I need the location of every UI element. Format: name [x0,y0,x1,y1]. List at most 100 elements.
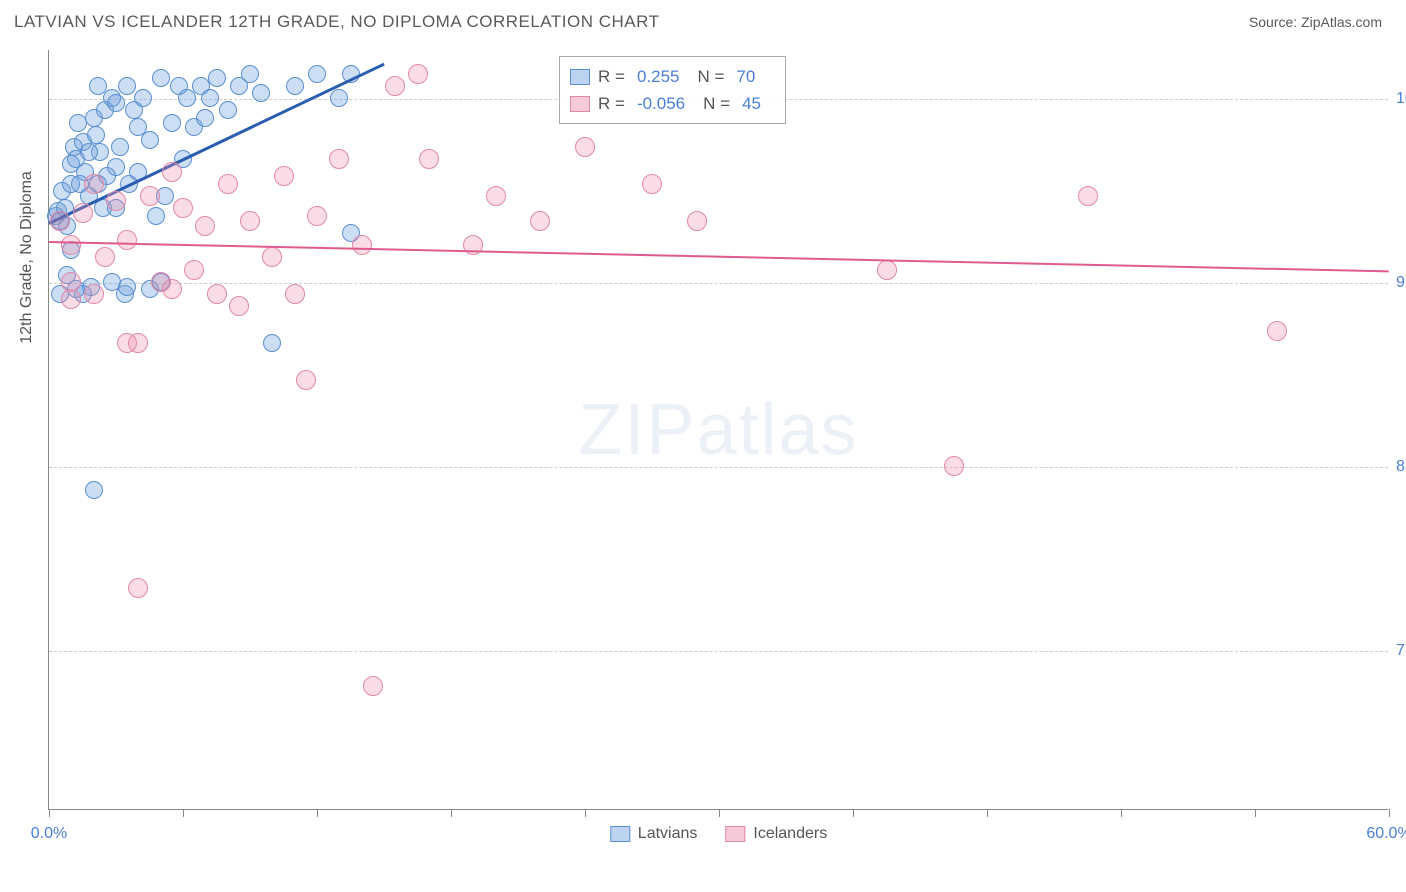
data-point [307,206,327,226]
grid-line [49,283,1388,284]
data-point [877,260,897,280]
data-point [73,203,93,223]
stats-legend: R =0.255N =70R =-0.056N =45 [559,56,786,124]
data-point [50,211,70,231]
data-point [196,109,214,127]
data-point [117,333,137,353]
legend-swatch [725,826,745,842]
legend-r-value: 0.255 [637,63,680,90]
data-point [296,370,316,390]
data-point [252,84,270,102]
legend-row: R = -0.056 N = 45 [570,90,771,117]
legend-n-label: N = [703,90,730,117]
data-point [134,89,152,107]
data-point [107,94,125,112]
data-point [419,149,439,169]
data-point [530,211,550,231]
x-tick-label: 0.0% [31,825,67,843]
legend-r-value: -0.056 [637,90,685,117]
data-point [61,289,81,309]
data-point [85,481,103,499]
legend-r-label: R = [598,63,625,90]
data-point [1267,321,1287,341]
data-point [263,334,281,352]
x-tick [1389,809,1390,817]
data-point [95,247,115,267]
data-point [61,235,81,255]
x-tick [317,809,318,817]
x-tick [183,809,184,817]
data-point [173,198,193,218]
data-point [80,143,98,161]
data-point [152,69,170,87]
data-point [128,578,148,598]
legend-r-label: R = [598,90,625,117]
data-point [117,230,137,250]
data-point [385,76,405,96]
trend-line [49,241,1389,273]
data-point [201,89,219,107]
x-tick [1255,809,1256,817]
x-tick [1121,809,1122,817]
data-point [486,186,506,206]
data-point [140,186,160,206]
data-point [642,174,662,194]
data-point [330,89,348,107]
data-point [262,247,282,267]
x-tick [853,809,854,817]
x-tick [451,809,452,817]
data-point [107,158,125,176]
data-point [163,114,181,132]
data-point [329,149,349,169]
data-point [118,77,136,95]
data-point [575,137,595,157]
data-point [240,211,260,231]
legend-label: Latvians [638,825,698,843]
data-point [308,65,326,83]
data-point [408,64,428,84]
x-tick-label: 60.0% [1366,825,1406,843]
y-tick-label: 100.0% [1396,90,1406,108]
data-point [147,207,165,225]
legend-n-label: N = [697,63,724,90]
chart-title: LATVIAN VS ICELANDER 12TH GRADE, NO DIPL… [14,12,659,32]
data-point [106,191,126,211]
grid-line [49,467,1388,468]
legend-label: Icelanders [753,825,827,843]
data-point [687,211,707,231]
y-axis-label: 12th Grade, No Diploma [18,171,36,344]
legend-item: Icelanders [725,825,827,843]
data-point [84,174,104,194]
watermark: ZIPatlas [578,389,858,471]
y-tick-label: 85.0% [1396,458,1406,476]
data-point [208,69,226,87]
grid-line [49,651,1388,652]
x-tick [585,809,586,817]
legend-n-value: 45 [742,90,761,117]
data-point [241,65,259,83]
data-point [229,296,249,316]
legend-item: Latvians [610,825,698,843]
data-point [274,166,294,186]
data-point [162,279,182,299]
legend-row: R = 0.255 N = 70 [570,63,771,90]
data-point [162,162,182,182]
x-tick [49,809,50,817]
legend-n-value: 70 [736,63,755,90]
x-tick [987,809,988,817]
scatter-chart: ZIPatlas 77.5%85.0%92.5%100.0%0.0%60.0%R… [48,50,1388,810]
data-point [944,456,964,476]
data-point [184,260,204,280]
legend-swatch [570,96,590,112]
data-point [87,126,105,144]
source-label: Source: ZipAtlas.com [1249,14,1382,30]
x-tick [719,809,720,817]
data-point [118,278,136,296]
data-point [219,101,237,119]
data-point [111,138,129,156]
y-tick-label: 77.5% [1396,642,1406,660]
data-point [352,235,372,255]
data-point [195,216,215,236]
legend-swatch [570,69,590,85]
series-legend: Latvians Icelanders [610,825,827,843]
